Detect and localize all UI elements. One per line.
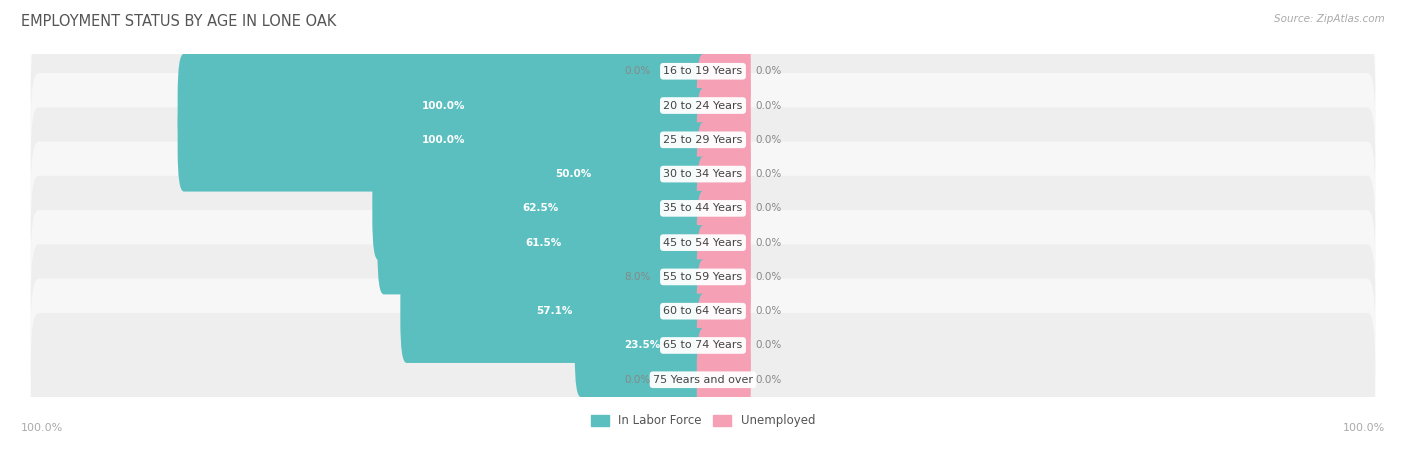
FancyBboxPatch shape bbox=[31, 142, 1375, 275]
Text: 25 to 29 Years: 25 to 29 Years bbox=[664, 135, 742, 145]
Text: 23.5%: 23.5% bbox=[624, 341, 661, 350]
FancyBboxPatch shape bbox=[177, 88, 709, 192]
FancyBboxPatch shape bbox=[655, 328, 709, 432]
Text: 55 to 59 Years: 55 to 59 Years bbox=[664, 272, 742, 282]
FancyBboxPatch shape bbox=[401, 259, 709, 363]
FancyBboxPatch shape bbox=[697, 54, 751, 157]
Text: 35 to 44 Years: 35 to 44 Years bbox=[664, 203, 742, 213]
Text: 100.0%: 100.0% bbox=[21, 423, 63, 433]
FancyBboxPatch shape bbox=[655, 19, 709, 123]
FancyBboxPatch shape bbox=[377, 191, 709, 295]
Text: 100.0%: 100.0% bbox=[1343, 423, 1385, 433]
FancyBboxPatch shape bbox=[177, 54, 709, 157]
Text: 16 to 19 Years: 16 to 19 Years bbox=[664, 66, 742, 76]
Text: 0.0%: 0.0% bbox=[755, 306, 782, 316]
FancyBboxPatch shape bbox=[437, 122, 709, 226]
Text: 0.0%: 0.0% bbox=[755, 66, 782, 76]
Text: 0.0%: 0.0% bbox=[755, 375, 782, 385]
FancyBboxPatch shape bbox=[655, 225, 709, 329]
Text: 57.1%: 57.1% bbox=[537, 306, 574, 316]
FancyBboxPatch shape bbox=[697, 259, 751, 363]
Text: 45 to 54 Years: 45 to 54 Years bbox=[664, 238, 742, 248]
FancyBboxPatch shape bbox=[697, 225, 751, 329]
Text: 0.0%: 0.0% bbox=[624, 66, 651, 76]
Legend: In Labor Force, Unemployed: In Labor Force, Unemployed bbox=[586, 410, 820, 432]
Text: 0.0%: 0.0% bbox=[755, 203, 782, 213]
FancyBboxPatch shape bbox=[31, 279, 1375, 412]
FancyBboxPatch shape bbox=[373, 156, 709, 260]
FancyBboxPatch shape bbox=[31, 5, 1375, 138]
Text: 0.0%: 0.0% bbox=[755, 272, 782, 282]
FancyBboxPatch shape bbox=[31, 39, 1375, 172]
Text: 0.0%: 0.0% bbox=[755, 341, 782, 350]
Text: EMPLOYMENT STATUS BY AGE IN LONE OAK: EMPLOYMENT STATUS BY AGE IN LONE OAK bbox=[21, 14, 336, 28]
FancyBboxPatch shape bbox=[575, 294, 709, 397]
FancyBboxPatch shape bbox=[31, 176, 1375, 309]
Text: 0.0%: 0.0% bbox=[755, 238, 782, 248]
FancyBboxPatch shape bbox=[31, 73, 1375, 207]
Text: 100.0%: 100.0% bbox=[422, 135, 465, 145]
Text: Source: ZipAtlas.com: Source: ZipAtlas.com bbox=[1274, 14, 1385, 23]
Text: 0.0%: 0.0% bbox=[755, 101, 782, 110]
FancyBboxPatch shape bbox=[697, 19, 751, 123]
Text: 75 Years and over: 75 Years and over bbox=[652, 375, 754, 385]
Text: 61.5%: 61.5% bbox=[526, 238, 561, 248]
Text: 8.0%: 8.0% bbox=[624, 272, 651, 282]
FancyBboxPatch shape bbox=[31, 107, 1375, 241]
Text: 0.0%: 0.0% bbox=[624, 375, 651, 385]
Text: 0.0%: 0.0% bbox=[755, 169, 782, 179]
FancyBboxPatch shape bbox=[31, 210, 1375, 344]
FancyBboxPatch shape bbox=[697, 328, 751, 432]
Text: 50.0%: 50.0% bbox=[555, 169, 592, 179]
Text: 30 to 34 Years: 30 to 34 Years bbox=[664, 169, 742, 179]
FancyBboxPatch shape bbox=[697, 156, 751, 260]
Text: 0.0%: 0.0% bbox=[755, 135, 782, 145]
Text: 100.0%: 100.0% bbox=[422, 101, 465, 110]
FancyBboxPatch shape bbox=[697, 294, 751, 397]
FancyBboxPatch shape bbox=[31, 244, 1375, 378]
FancyBboxPatch shape bbox=[697, 191, 751, 295]
FancyBboxPatch shape bbox=[697, 122, 751, 226]
FancyBboxPatch shape bbox=[697, 88, 751, 192]
FancyBboxPatch shape bbox=[31, 313, 1375, 446]
Text: 62.5%: 62.5% bbox=[523, 203, 560, 213]
Text: 65 to 74 Years: 65 to 74 Years bbox=[664, 341, 742, 350]
Text: 20 to 24 Years: 20 to 24 Years bbox=[664, 101, 742, 110]
Text: 60 to 64 Years: 60 to 64 Years bbox=[664, 306, 742, 316]
